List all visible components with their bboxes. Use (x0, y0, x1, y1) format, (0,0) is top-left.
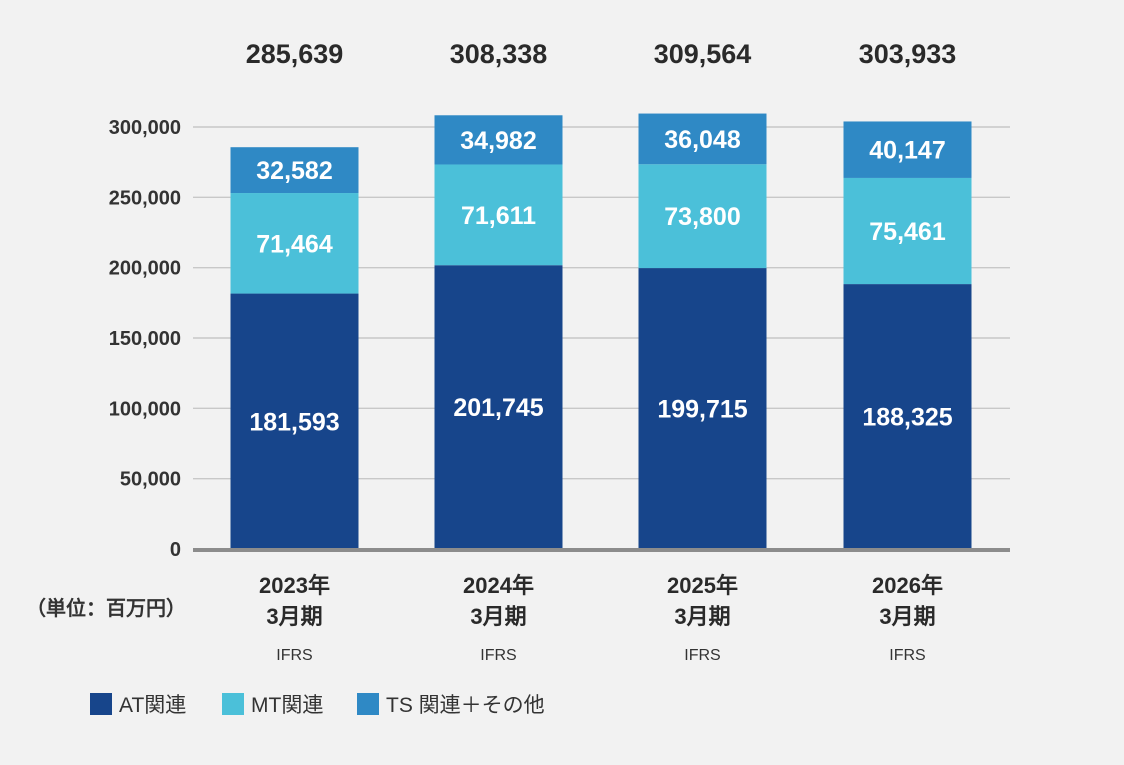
legend-swatch (357, 693, 379, 715)
bar-total-label: 309,564 (654, 39, 752, 69)
segment-value-label: 34,982 (460, 127, 536, 155)
x-category-standard: IFRS (684, 647, 720, 664)
segment-value-label: 199,715 (657, 396, 747, 424)
bar-segment (434, 164, 563, 266)
bar-segment (843, 121, 972, 178)
bar-segment (230, 193, 359, 294)
y-tick-label: 150,000 (109, 328, 181, 350)
segment-value-label: 188,325 (862, 404, 952, 432)
bar-segment (434, 115, 563, 165)
segment-value-label: 73,800 (664, 203, 740, 231)
bar-segment (230, 293, 359, 549)
x-category-sublabel: 3月期 (470, 604, 526, 629)
segment-value-label: 71,611 (461, 202, 536, 230)
y-tick-label: 100,000 (109, 398, 181, 420)
bar-total-label: 308,338 (450, 39, 548, 69)
y-tick-label: 200,000 (109, 258, 181, 280)
legend-swatch (222, 693, 244, 715)
legend-label: TS 関連＋その他 (386, 694, 545, 717)
x-category-standard: IFRS (889, 647, 925, 664)
bar-segment (638, 113, 767, 165)
x-category-label: 2024年 (463, 573, 534, 598)
segment-value-label: 71,464 (256, 230, 333, 258)
bar-segment (434, 265, 563, 549)
bar-segment (843, 177, 972, 285)
x-category-standard: IFRS (276, 647, 312, 664)
segment-value-label: 32,582 (256, 157, 332, 185)
y-tick-label: 300,000 (109, 117, 181, 139)
bar-total-label: 285,639 (246, 39, 344, 69)
x-category-label: 2026年 (872, 573, 943, 598)
x-category-standard: IFRS (480, 647, 516, 664)
y-tick-label: 250,000 (109, 187, 181, 209)
bar-segment (843, 284, 972, 549)
legend-label: MT関連 (251, 694, 323, 717)
y-tick-label: 0 (170, 539, 181, 561)
bar-segment (638, 268, 767, 549)
bar-segment (638, 164, 767, 269)
segment-value-label: 201,745 (453, 394, 543, 422)
x-category-label: 2023年 (259, 573, 330, 598)
x-category-sublabel: 3月期 (674, 604, 730, 629)
bar-segment (230, 147, 359, 194)
legend-swatch (90, 693, 112, 715)
legend-label: AT関連 (119, 694, 186, 717)
segment-value-label: 181,593 (249, 408, 339, 436)
segment-value-label: 40,147 (869, 137, 945, 165)
y-tick-label: 50,000 (120, 469, 181, 491)
x-category-sublabel: 3月期 (266, 604, 322, 629)
unit-label: （単位：百万円） (26, 596, 186, 620)
segment-value-label: 75,461 (869, 218, 946, 246)
bar-total-label: 303,933 (859, 39, 957, 69)
x-category-label: 2025年 (667, 573, 738, 598)
x-category-sublabel: 3月期 (879, 604, 935, 629)
segment-value-label: 36,048 (664, 126, 741, 154)
